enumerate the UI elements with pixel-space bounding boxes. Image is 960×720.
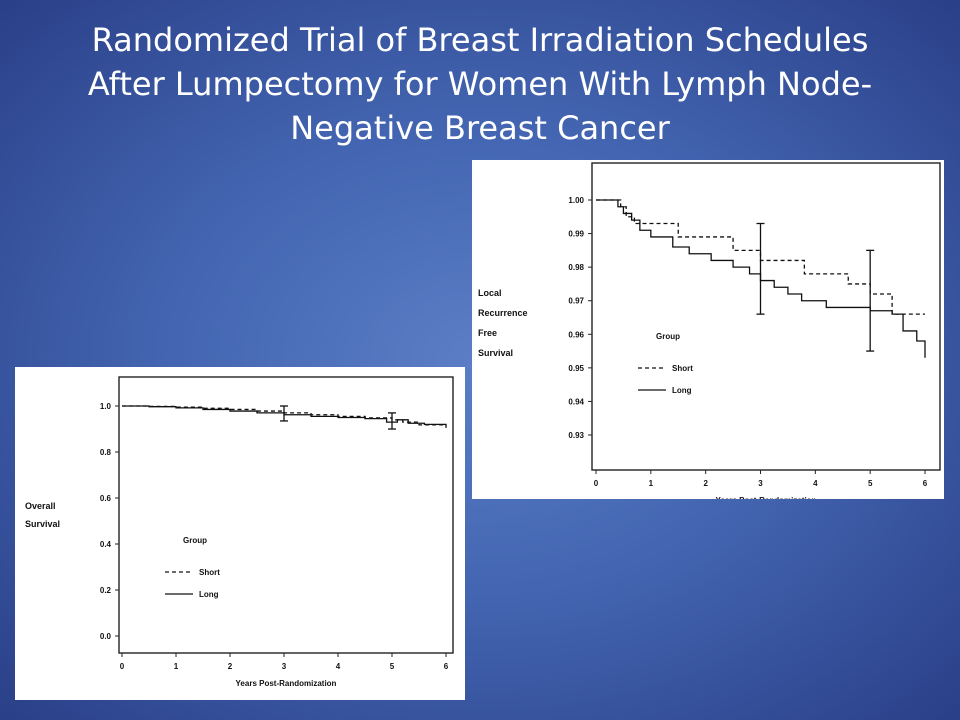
- y-axis-label-line: Overall: [25, 501, 56, 511]
- y-tick-label: 0.97: [568, 297, 584, 306]
- legend-title: Group: [656, 332, 680, 341]
- overall-survival-chart: 0.0 0.2 0.4 0.6 0.8 1.0 0 1 2 3 4 5 6 Years Post-Rand…: [15, 367, 465, 700]
- overall-survival-svg: 0.0 0.2 0.4 0.6 0.8 1.0 0 1 2 3 4 5 6 Years Post-Rand…: [25, 376, 454, 688]
- y-axis-label-line: Free: [478, 328, 497, 338]
- y-tick-label: 0.0: [100, 632, 112, 641]
- legend-label-long: Long: [672, 386, 692, 395]
- legend-label-long: Long: [199, 590, 219, 599]
- slide-title: Randomized Trial of Breast Irradiation S…: [40, 18, 920, 150]
- x-axis-label: Years Post-Randomization: [236, 679, 337, 688]
- y-tick-label: 0.93: [568, 431, 584, 440]
- y-axis-label-line: Recurrence: [478, 308, 528, 318]
- x-tick-label: 0: [120, 662, 125, 671]
- x-tick-label: 4: [813, 479, 818, 488]
- local-recurrence-free-survival-chart: 0.93 0.94 0.95 0.96 0.97 0.98 0.99 1.00 0 1 2 3 4 5 6 Y…: [472, 160, 944, 499]
- series-line-long: [596, 199, 926, 358]
- y-tick-label: 0.94: [568, 397, 584, 406]
- x-tick-label: 4: [336, 662, 341, 671]
- local-recurrence-svg: 0.93 0.94 0.95 0.96 0.97 0.98 0.99 1.00 0 1 2 3 4 5 6 Y…: [478, 162, 941, 499]
- series-line-short: [122, 405, 447, 428]
- legend-label-short: Short: [199, 568, 220, 577]
- x-tick-label: 3: [758, 479, 763, 488]
- y-tick-label: 1.0: [100, 402, 112, 411]
- y-tick-label: 1.00: [568, 196, 584, 205]
- legend-label-short: Short: [672, 364, 693, 373]
- x-tick-label: 6: [923, 479, 928, 488]
- series-line-long: [122, 405, 447, 426]
- x-tick-label: 5: [868, 479, 873, 488]
- x-axis-label: Years Post-Randomization: [716, 496, 817, 499]
- x-tick-label: 5: [390, 662, 395, 671]
- y-tick-label: 0.2: [100, 586, 112, 595]
- legend-title: Group: [183, 536, 207, 545]
- x-tick-label: 1: [174, 662, 179, 671]
- slide-title-line-2: After Lumpectomy for Women With Lymph No…: [87, 65, 873, 103]
- x-tick-label: 6: [444, 662, 449, 671]
- x-tick-label: 1: [649, 479, 654, 488]
- plot-frame: [118, 376, 454, 654]
- y-axis-label-line: Survival: [25, 519, 60, 529]
- y-axis-label-line: Survival: [478, 348, 513, 358]
- y-tick-label: 0.98: [568, 263, 584, 272]
- x-tick-label: 0: [594, 479, 599, 488]
- y-tick-label: 0.6: [100, 494, 112, 503]
- y-tick-label: 0.96: [568, 330, 584, 339]
- x-tick-label: 2: [228, 662, 233, 671]
- y-axis-label-line: Local: [478, 288, 502, 298]
- x-tick-label: 2: [703, 479, 708, 488]
- y-tick-label: 0.99: [568, 230, 584, 239]
- plot-frame: [591, 162, 941, 471]
- y-tick-label: 0.8: [100, 448, 112, 457]
- slide-title-line-1: Randomized Trial of Breast Irradiation S…: [91, 21, 869, 59]
- x-tick-label: 3: [282, 662, 287, 671]
- slide-title-line-3: Negative Breast Cancer: [290, 109, 670, 147]
- y-tick-label: 0.95: [568, 364, 584, 373]
- y-tick-label: 0.4: [100, 540, 112, 549]
